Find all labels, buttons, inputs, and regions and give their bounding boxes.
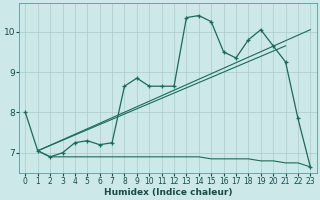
X-axis label: Humidex (Indice chaleur): Humidex (Indice chaleur) bbox=[104, 188, 232, 197]
